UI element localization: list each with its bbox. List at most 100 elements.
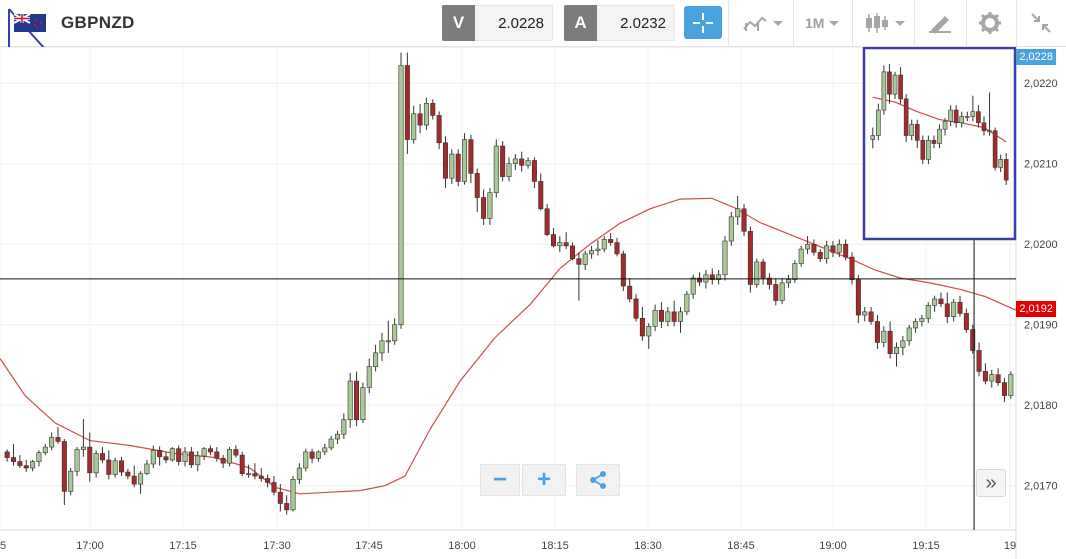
candle-body bbox=[271, 482, 277, 493]
inset-candle-body bbox=[914, 124, 920, 141]
toolbar-divider bbox=[728, 0, 729, 47]
inset-candle bbox=[964, 111, 970, 122]
candle-body bbox=[944, 303, 950, 317]
candle-body bbox=[61, 441, 67, 492]
inset-candle-body bbox=[981, 122, 987, 132]
candle-body bbox=[404, 65, 410, 140]
candle-body bbox=[716, 274, 722, 280]
ask-quote[interactable]: A 2.0232 bbox=[564, 5, 675, 41]
zoom-in-button[interactable]: + bbox=[522, 464, 566, 496]
candle-body bbox=[303, 451, 309, 469]
scroll-to-latest-button[interactable]: » bbox=[976, 469, 1006, 497]
candle bbox=[913, 318, 919, 333]
candle-body bbox=[74, 449, 80, 472]
plus-icon: + bbox=[536, 466, 551, 493]
candle bbox=[379, 332, 385, 361]
candle bbox=[678, 307, 684, 333]
candle bbox=[900, 335, 906, 356]
candle-body bbox=[315, 451, 321, 459]
candle bbox=[881, 326, 887, 348]
candle-body bbox=[474, 173, 480, 198]
plot-frame bbox=[0, 47, 1017, 531]
inset-candle bbox=[920, 135, 926, 165]
candle bbox=[322, 443, 328, 456]
inset-candle-body bbox=[926, 140, 931, 160]
candle-body bbox=[836, 243, 842, 253]
candle bbox=[385, 320, 391, 353]
candle bbox=[519, 151, 525, 172]
candle-body bbox=[436, 115, 442, 144]
candle bbox=[512, 154, 518, 171]
chart-type-button[interactable] bbox=[864, 8, 905, 38]
share-button[interactable] bbox=[576, 464, 620, 496]
candle-body bbox=[646, 326, 652, 337]
candle-body bbox=[658, 309, 664, 322]
candle-body bbox=[246, 473, 252, 475]
candle bbox=[487, 187, 493, 225]
candle-body bbox=[334, 433, 340, 440]
inset-candle bbox=[959, 111, 965, 128]
candle-body bbox=[766, 277, 772, 285]
candle-body bbox=[182, 451, 188, 462]
candle-body bbox=[874, 321, 880, 343]
toolbar-divider bbox=[852, 0, 853, 47]
candle bbox=[207, 445, 213, 456]
candle-body bbox=[322, 447, 328, 453]
price-tick-label: 2,0180 bbox=[1024, 400, 1058, 412]
price-tick-label: 2,0220 bbox=[1024, 78, 1058, 90]
candle bbox=[525, 157, 531, 169]
collapse-button[interactable] bbox=[1030, 8, 1052, 38]
candle-body bbox=[49, 437, 55, 448]
candle-body bbox=[80, 446, 86, 450]
time-tick-label: 18:45 bbox=[727, 540, 755, 552]
candle-body bbox=[970, 329, 976, 351]
candle bbox=[506, 157, 512, 182]
time-axis: 45 17:00 17:15 17:30 17:45 18:00 18:15 18:30 18:… bbox=[0, 540, 1016, 552]
inset-candle-body bbox=[892, 74, 898, 95]
candle bbox=[309, 448, 315, 464]
candle bbox=[30, 459, 36, 472]
candle bbox=[61, 439, 67, 506]
candle-body bbox=[392, 324, 398, 342]
candle-body bbox=[366, 366, 372, 388]
indicators-button[interactable] bbox=[742, 8, 783, 38]
candle-body bbox=[785, 279, 791, 284]
candle-body bbox=[106, 459, 112, 475]
candle bbox=[144, 459, 150, 476]
candle-body bbox=[811, 243, 817, 253]
inset-candle bbox=[892, 71, 898, 99]
candle-body bbox=[989, 374, 995, 382]
price-axis: 2,0220 2,0210 2,0200 2,0190 2,0180 2,0170 bbox=[1024, 78, 1058, 493]
inset-candle bbox=[998, 154, 1003, 173]
candle-body bbox=[697, 277, 703, 283]
candle-body bbox=[760, 261, 766, 279]
price-chart[interactable]: 2,0220 2,0210 2,0200 2,0190 2,0180 2,0170 45 1… bbox=[0, 47, 1066, 559]
inset-candle bbox=[976, 105, 981, 128]
inset-candle bbox=[887, 63, 892, 104]
candle-body bbox=[290, 478, 296, 511]
candle bbox=[265, 474, 271, 488]
candle bbox=[849, 252, 855, 285]
candle bbox=[157, 446, 163, 466]
inset-candle-body bbox=[992, 130, 998, 168]
inset-candle bbox=[948, 105, 953, 126]
candle bbox=[411, 105, 417, 144]
drawing-tools-button[interactable] bbox=[927, 8, 953, 38]
candle bbox=[817, 249, 823, 262]
candle bbox=[80, 418, 86, 457]
timeframe-button[interactable]: 1M bbox=[805, 8, 840, 38]
zoom-out-button[interactable]: − bbox=[480, 464, 520, 496]
candle bbox=[455, 149, 461, 187]
gear-icon bbox=[979, 12, 1001, 34]
settings-button[interactable] bbox=[978, 8, 1002, 38]
candle bbox=[893, 342, 899, 367]
candle bbox=[868, 307, 874, 325]
candle-body bbox=[119, 460, 125, 473]
candle-body bbox=[531, 160, 537, 182]
crosshair-button[interactable] bbox=[684, 6, 722, 39]
candle-body bbox=[150, 450, 156, 465]
bid-quote[interactable]: V 2.0228 bbox=[442, 5, 553, 41]
inset-candle bbox=[914, 119, 920, 149]
candle-body bbox=[112, 460, 118, 475]
candle bbox=[709, 268, 715, 285]
